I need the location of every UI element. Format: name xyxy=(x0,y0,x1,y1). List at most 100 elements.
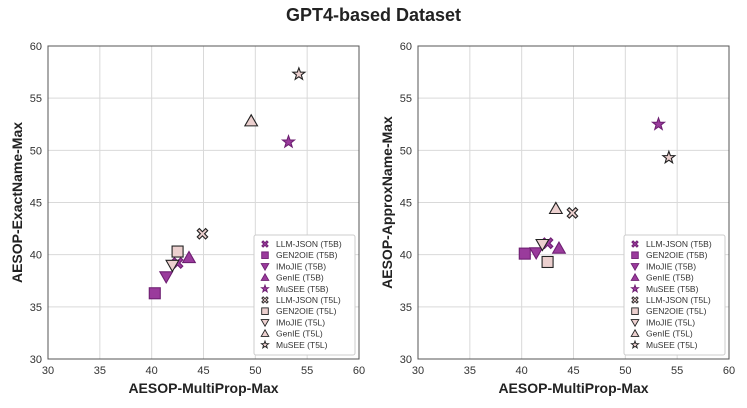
x-tick-label: 30 xyxy=(412,365,424,377)
data-point-genie-t5l xyxy=(243,113,259,127)
legend-marker-llm-json-t5b xyxy=(631,240,639,248)
plot-frame xyxy=(417,45,730,360)
y-tick-label: 40 xyxy=(400,250,412,262)
legend-marker-musee-t5l xyxy=(260,339,270,349)
legend-marker-genie-t5b xyxy=(260,272,270,281)
data-point-gen2oie-t5l xyxy=(171,245,184,258)
legend-marker-llm-json-t5b xyxy=(261,240,269,248)
legend-marker-imojie-t5l xyxy=(630,319,640,328)
data-point-musee-t5l xyxy=(661,149,677,165)
legend-marker-genie-t5l xyxy=(630,328,640,337)
legend-label: LLM-JSON (T5B) xyxy=(276,239,342,249)
y-tick-label: 50 xyxy=(400,145,412,157)
legend-label: MuSEE (T5L) xyxy=(276,340,328,350)
legend-label: GEN2OIE (T5B) xyxy=(646,250,708,260)
y-tick-label: 45 xyxy=(30,198,42,210)
y-tick-label: 60 xyxy=(30,41,42,53)
data-point-imojie-t5l xyxy=(165,259,180,273)
data-point-gen2oie-t5b xyxy=(148,287,161,300)
data-point-llm-json-t5l xyxy=(566,206,579,219)
legend-label: MuSEE (T5L) xyxy=(646,340,698,350)
y-tick-label: 30 xyxy=(400,354,412,366)
legend-box xyxy=(253,234,356,356)
legend-label: LLM-JSON (T5B) xyxy=(646,239,712,249)
legend-label: GEN2OIE (T5B) xyxy=(276,250,338,260)
x-tick-label: 45 xyxy=(197,365,209,377)
plot-frame xyxy=(47,45,360,360)
legend-label: MuSEE (T5B) xyxy=(646,284,699,294)
y-axis-label: AESOP-ApproxName-Max xyxy=(379,116,395,289)
legend: LLM-JSON (T5B)GEN2OIE (T5B)IMoJIE (T5B) G… xyxy=(253,234,356,356)
legend-label: GenIE (T5B) xyxy=(276,273,324,283)
legend-box xyxy=(623,234,726,356)
legend-label: MuSEE (T5B) xyxy=(276,284,329,294)
legend: LLM-JSON (T5B)GEN2OIE (T5B)IMoJIE (T5B) G… xyxy=(623,234,726,356)
legend-label: GenIE (T5B) xyxy=(646,273,694,283)
data-point-musee-t5b xyxy=(650,116,667,131)
x-tick-label: 40 xyxy=(146,365,158,377)
legend-marker-genie-t5b xyxy=(630,272,640,281)
data-point-genie-t5l xyxy=(548,201,564,215)
y-tick-label: 55 xyxy=(400,93,412,105)
legend-marker-musee-t5b xyxy=(630,283,640,293)
data-point-gen2oie-t5l xyxy=(541,255,554,269)
legend-marker-gen2oie-t5l xyxy=(261,307,269,315)
x-tick-label: 55 xyxy=(301,365,313,377)
data-point-gen2oie-t5b xyxy=(518,247,531,260)
legend-marker-musee-t5l xyxy=(630,339,640,349)
legend-label: IMoJIE (T5L) xyxy=(276,317,325,327)
y-tick-label: 45 xyxy=(400,198,412,210)
legend-marker-gen2oie-t5b xyxy=(261,251,269,259)
y-tick-label: 55 xyxy=(30,93,42,105)
legend-marker-imojie-t5b xyxy=(630,263,640,272)
legend-label: IMoJIE (T5B) xyxy=(646,261,696,271)
x-axis-label: AESOP-MultiProp-Max xyxy=(498,380,648,396)
y-tick-label: 60 xyxy=(400,41,412,53)
legend-marker-llm-json-t5l xyxy=(631,296,639,304)
legend-marker-genie-t5l xyxy=(260,328,270,337)
x-tick-label: 55 xyxy=(671,365,683,377)
data-point-genie-t5b xyxy=(181,250,197,264)
legend-marker-imojie-t5b xyxy=(260,263,270,272)
x-tick-label: 50 xyxy=(619,365,631,377)
legend-label: IMoJIE (T5L) xyxy=(646,317,695,327)
data-point-imojie-t5b xyxy=(528,247,544,261)
data-point-musee-t5b xyxy=(280,134,297,149)
x-tick-label: 45 xyxy=(567,365,579,377)
figure-title: GPT4-based Dataset xyxy=(285,5,462,25)
data-point-imojie-t5l xyxy=(535,238,550,252)
legend-marker-gen2oie-t5b xyxy=(631,251,639,259)
y-tick-label: 50 xyxy=(30,145,42,157)
x-axis-label: AESOP-MultiProp-Max xyxy=(128,380,278,396)
legend-marker-llm-json-t5l xyxy=(261,296,269,304)
left-scatter-panel: 30 35 40 45 50 55 60 30 35 40 45 50 55 60 AESOP-MultiP… xyxy=(9,41,365,396)
data-point-imojie-t5b xyxy=(158,271,174,285)
x-tick-label: 60 xyxy=(353,365,365,377)
x-tick-label: 30 xyxy=(42,365,54,377)
data-point-genie-t5b xyxy=(551,240,567,254)
legend-marker-musee-t5b xyxy=(260,283,270,293)
legend-marker-gen2oie-t5l xyxy=(631,307,639,315)
x-tick-label: 35 xyxy=(464,365,476,377)
x-tick-label: 40 xyxy=(516,365,528,377)
y-axis-label: AESOP-ExactName-Max xyxy=(9,122,25,283)
legend-label: GEN2OIE (T5L) xyxy=(646,306,707,316)
data-point-musee-t5l xyxy=(291,66,307,81)
legend-marker-imojie-t5l xyxy=(260,319,270,328)
legend-label: GEN2OIE (T5L) xyxy=(276,306,337,316)
x-tick-label: 50 xyxy=(249,365,261,377)
legend-label: LLM-JSON (T5L) xyxy=(646,295,711,305)
right-scatter-panel: 30 35 40 45 50 55 60 30 35 40 45 50 55 60 AESOP-MultiP… xyxy=(379,41,735,396)
legend-label: LLM-JSON (T5L) xyxy=(276,295,341,305)
legend-label: GenIE (T5L) xyxy=(276,329,323,339)
legend-label: GenIE (T5L) xyxy=(646,329,693,339)
x-tick-label: 35 xyxy=(94,365,106,377)
y-tick-label: 35 xyxy=(400,302,412,314)
legend-label: IMoJIE (T5B) xyxy=(276,261,326,271)
y-tick-label: 35 xyxy=(30,302,42,314)
x-tick-label: 60 xyxy=(723,365,735,377)
y-tick-label: 40 xyxy=(30,250,42,262)
y-tick-label: 30 xyxy=(30,354,42,366)
data-point-llm-json-t5l xyxy=(196,227,209,240)
